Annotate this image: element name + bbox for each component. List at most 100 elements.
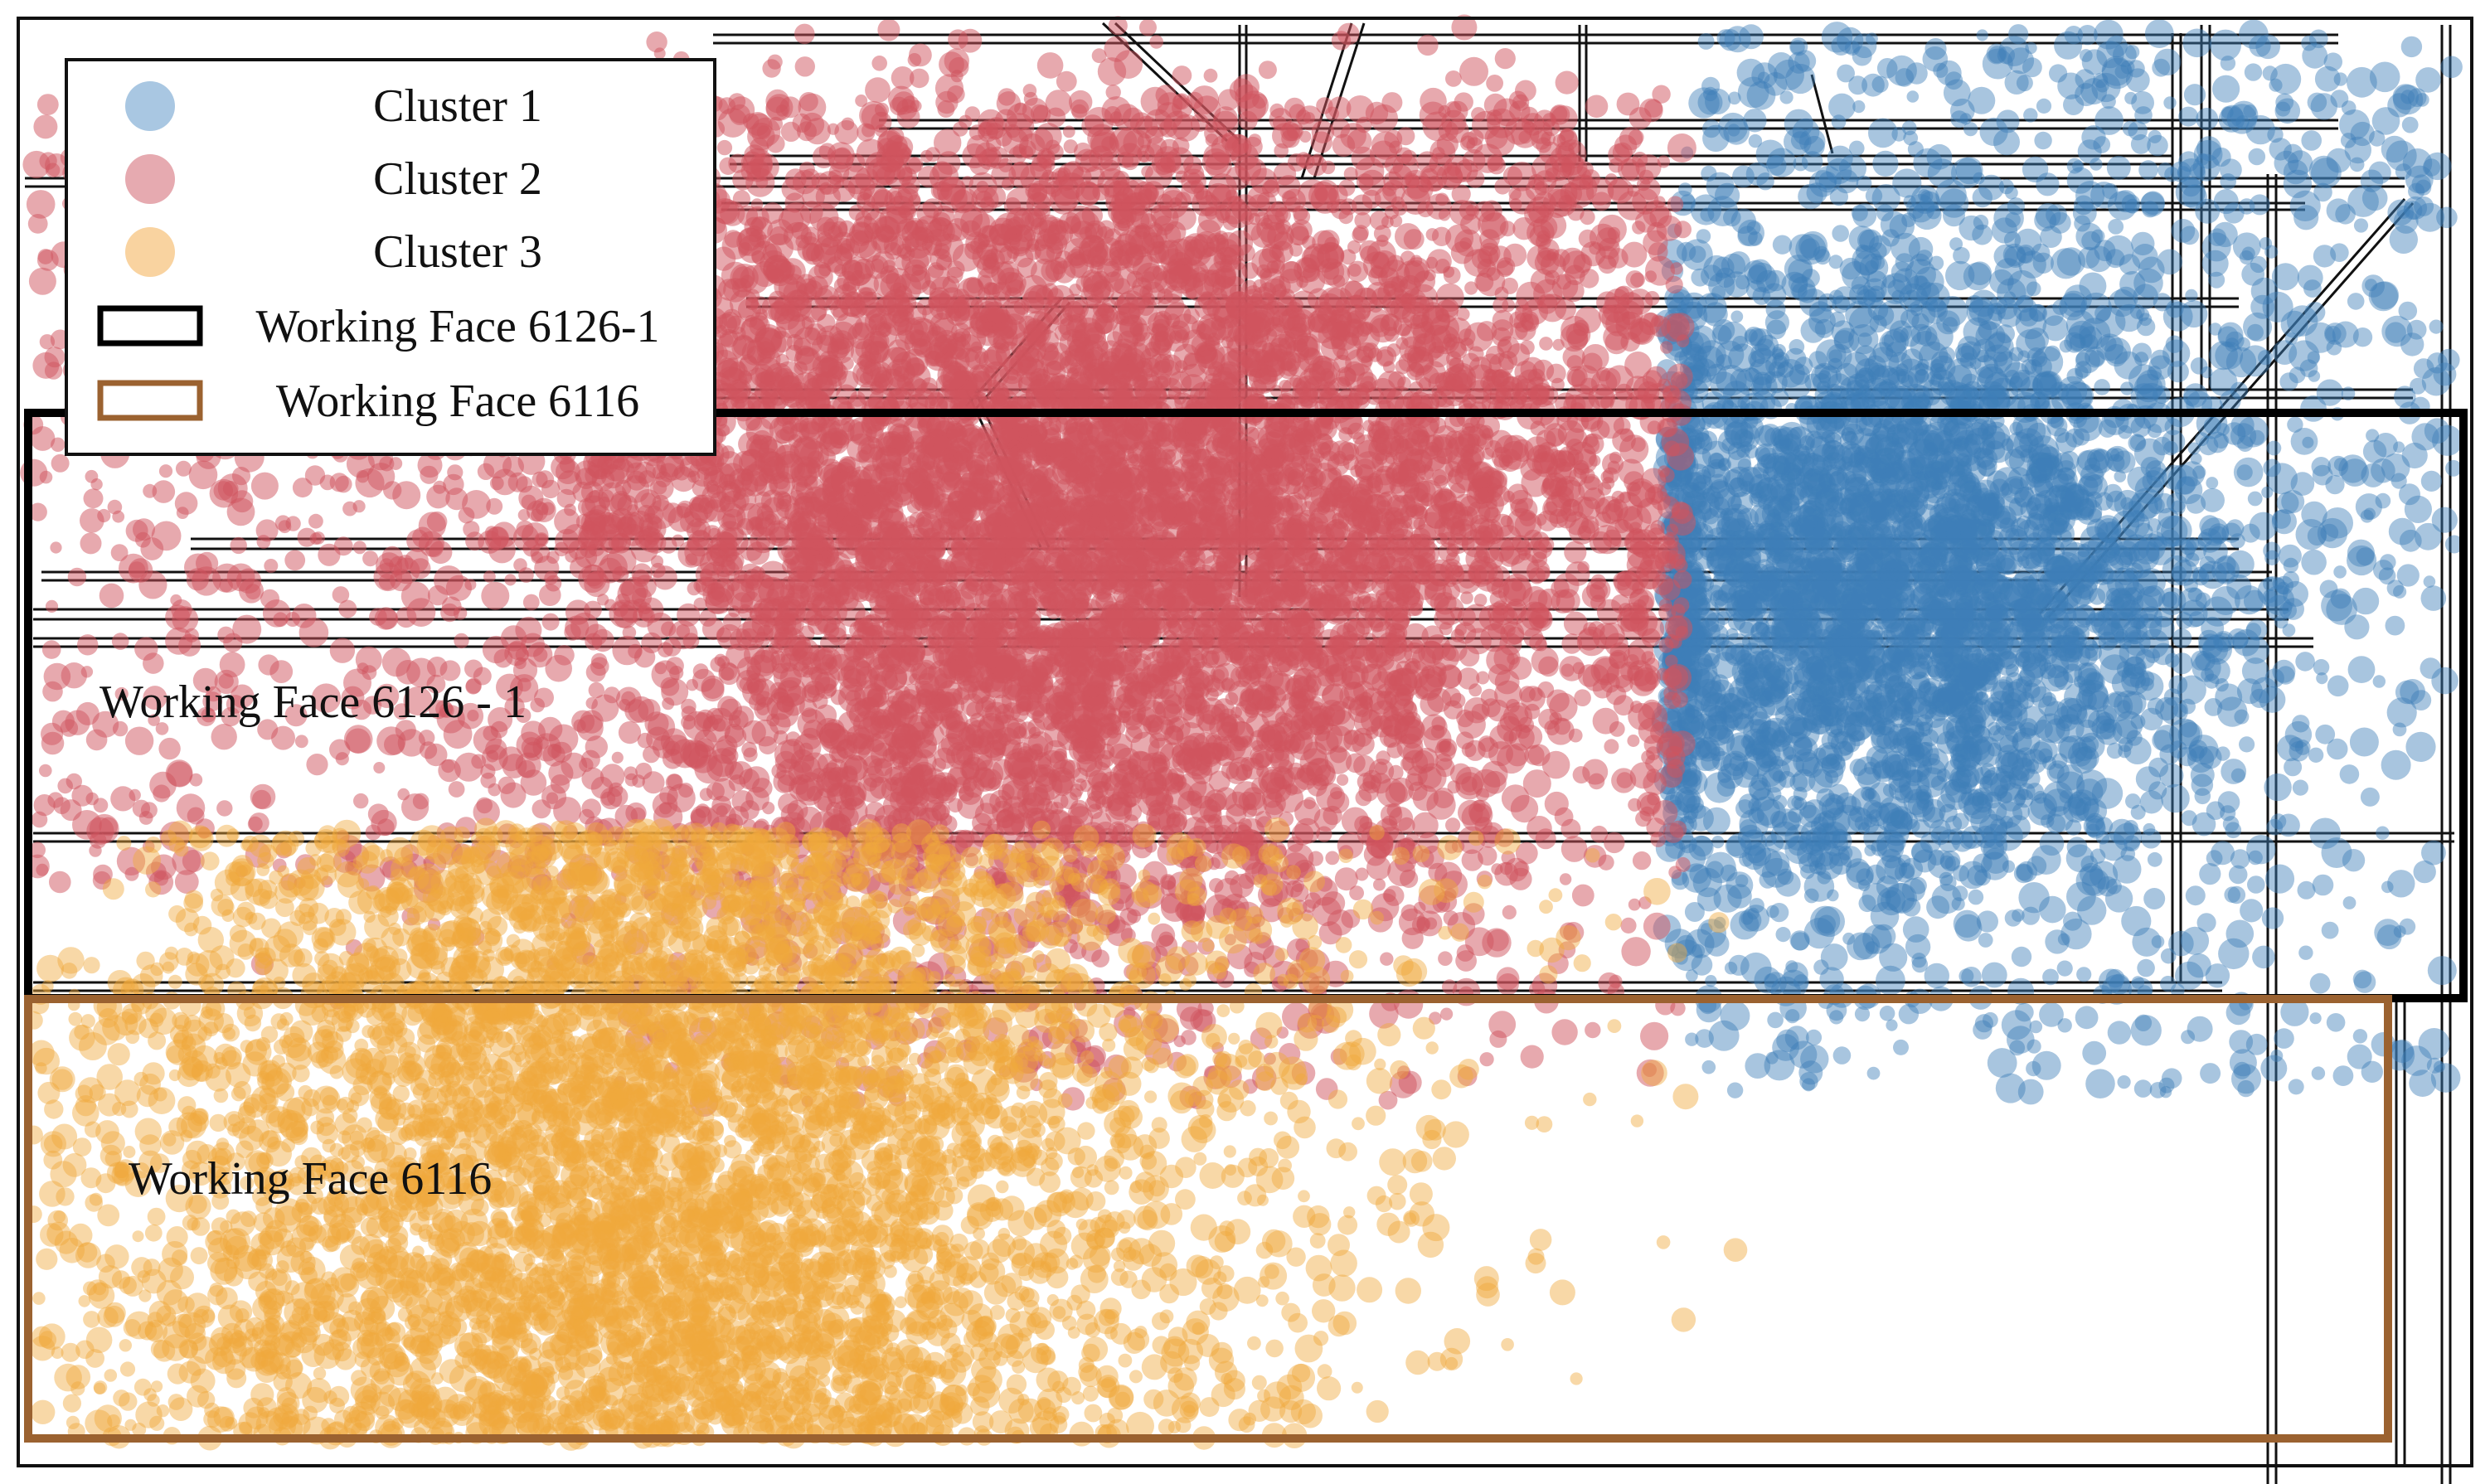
cluster-1-point [1736,507,1760,530]
cluster-1-point [2017,669,2036,686]
cluster-1-point [2075,1006,2099,1030]
cluster-1-point [2063,911,2083,931]
cluster-1-point [1936,793,1956,812]
cluster-1-point [2039,831,2065,856]
cluster-1-point [2142,470,2165,493]
cluster-1-point [2077,667,2104,695]
cluster-1-point [2261,486,2274,498]
cluster-1-point [2035,202,2061,229]
cluster-1-point [2410,690,2432,710]
cluster-1-point [2215,562,2236,583]
cluster-1-point [1745,162,1769,186]
cluster-1-point [1865,187,1883,205]
cluster-1-point [2117,1075,2131,1089]
cluster-1-point [1702,119,1721,138]
cluster-1-point [2245,1033,2268,1055]
cluster-1-point [1845,301,1873,329]
cluster-1-point [2231,632,2249,649]
cluster-1-point [1716,340,1745,370]
cluster-1-point [2045,929,2070,954]
cluster-1-point [2081,230,2101,251]
cluster-1-point [2231,1064,2261,1094]
cluster-1-point [1751,374,1778,400]
cluster-1-point [1955,157,1983,185]
cluster-1-point [1695,736,1721,762]
cluster-1-point [2423,575,2436,588]
cluster-1-point [2102,691,2133,722]
cluster-1-point [2044,701,2069,725]
cluster-1-point [1998,179,2014,195]
cluster-1-point [1919,341,1949,371]
cluster-1-point [1789,1040,1818,1069]
cluster-1-point [2175,961,2204,991]
cluster-2-point [49,871,71,894]
cluster-1-point [1944,71,1963,90]
cluster-1-point [2018,600,2036,618]
cluster-1-point [2008,347,2024,362]
cluster-1-point [2199,863,2221,885]
cluster-1-point [1870,647,1900,677]
cluster-1-point [2190,453,2202,465]
cluster-1-point [2247,491,2263,507]
cluster-1-point [2264,245,2279,259]
cluster-1-point [2091,229,2105,243]
cluster-1-point [2316,672,2328,685]
cluster-1-point [1945,781,1968,803]
cluster-1-point [1705,88,1731,114]
cluster-1-point [2124,91,2138,104]
cluster-1-point [2138,256,2165,284]
cluster-1-point [2004,909,2022,927]
cluster-1-point [2308,747,2324,763]
cluster-1-point [1905,621,1920,636]
cluster-1-point [2123,662,2136,676]
cluster-1-point [1740,760,1760,780]
cluster-1-point [2304,322,2336,353]
cluster-1-point [2093,136,2111,153]
cluster-1-point [1895,363,1909,376]
cluster-1-point [1710,371,1738,400]
cluster-1-point [1872,150,1899,177]
cluster-1-point [2405,165,2434,194]
cluster-1-point [1838,740,1853,755]
cluster-1-point [1798,183,1823,210]
cluster-1-point [1913,148,1943,177]
cluster-1-point [2187,744,2205,763]
cluster-1-point [1918,615,1934,632]
cluster-1-point [2271,263,2299,291]
cluster-1-point [1883,328,1909,354]
cluster-1-point [2046,611,2058,623]
cluster-1-point [1772,770,1785,783]
cluster-1-point [2017,651,2036,670]
cluster-1-point [1727,495,1743,511]
cluster-1-point [1718,458,1730,471]
cluster-1-point [1733,560,1755,583]
cluster-1-point [2319,580,2338,599]
cluster-1-point [2108,219,2124,235]
cluster-1-point [2036,98,2052,114]
cluster-1-point [2313,182,2332,202]
cluster-1-point [2249,194,2270,216]
cluster-1-point [2064,26,2084,45]
cluster-1-point [2171,219,2196,243]
cluster-1-point [1933,62,1949,78]
cluster-1-point [1764,310,1789,335]
cluster-1-point [2088,588,2106,605]
cluster-1-point [1973,1020,1992,1040]
cluster-1-point [1959,861,1988,890]
cluster-1-point [1769,592,1794,618]
cluster-1-point [2248,148,2266,166]
cluster-1-point [2124,567,2139,583]
cluster-1-point [2171,565,2187,581]
cluster-1-point [2017,543,2043,570]
cluster-1-point [2274,98,2301,124]
cluster-1-point [2342,896,2357,909]
cluster-1-point [1954,384,1980,409]
cluster-1-point [1772,348,1785,361]
cluster-1-point [2128,120,2148,141]
cluster-1-point [2082,1040,2107,1065]
cluster-1-point [2158,162,2173,178]
cluster-1-point [1963,519,1992,549]
cluster-1-point [1898,647,1920,669]
cluster-1-point [2295,652,2315,672]
